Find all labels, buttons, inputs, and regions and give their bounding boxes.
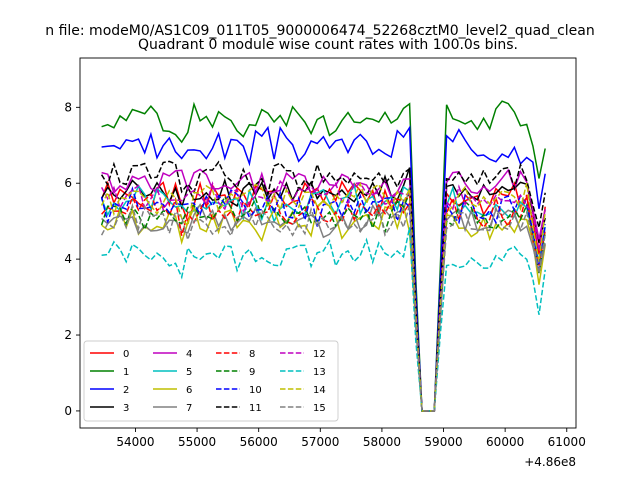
series-line-6	[101, 199, 546, 412]
series-layer	[100, 100, 546, 412]
legend-label-12: 12	[313, 349, 326, 360]
legend-label-3: 3	[123, 403, 129, 414]
legend-label-7: 7	[186, 403, 192, 414]
figure-suptitle: n file: modeM0/AS1C09_011T05_9000006474_…	[45, 23, 594, 39]
y-tick-label: 0	[64, 404, 72, 418]
x-tick-label: 61000	[548, 435, 586, 449]
legend-label-5: 5	[186, 367, 192, 378]
series-line-13	[101, 227, 546, 412]
legend-frame	[83, 340, 339, 422]
y-tick-label: 6	[64, 176, 72, 190]
series-line-4	[101, 168, 546, 412]
series-line-10	[100, 186, 546, 412]
x-tick-label: 59000	[424, 435, 462, 449]
legend-label-9: 9	[249, 367, 255, 378]
y-tick-label: 2	[64, 328, 72, 342]
series-line-11	[100, 160, 546, 412]
legend-label-14: 14	[313, 385, 326, 396]
series-line-5	[100, 182, 546, 412]
x-tick-label: 57000	[301, 435, 339, 449]
y-tick-label: 8	[64, 100, 72, 114]
legend-label-2: 2	[123, 385, 129, 396]
legend-label-10: 10	[249, 385, 262, 396]
legend-label-11: 11	[249, 403, 262, 414]
y-tick-label: 4	[64, 252, 72, 266]
y-axis: 0 2 4 6 8	[64, 100, 80, 418]
legend-label-6: 6	[186, 385, 192, 396]
plot-area-frame	[79, 57, 577, 429]
series-line-15	[100, 202, 546, 412]
legend-label-0: 0	[123, 349, 129, 360]
x-tick-label: 54000	[116, 435, 154, 449]
x-tick-label: 56000	[240, 435, 278, 449]
x-tick-label: 60000	[486, 435, 524, 449]
legend-label-1: 1	[123, 367, 129, 378]
legend-label-13: 13	[313, 367, 326, 378]
series-line-1	[101, 100, 546, 412]
series-line-2	[101, 125, 546, 412]
chart-title: Quadrant 0 module wise count rates with …	[138, 37, 518, 53]
x-offset-label: +4.86e8	[524, 455, 576, 469]
legend-label-15: 15	[313, 403, 326, 414]
x-tick-label: 55000	[178, 435, 216, 449]
legend-label-8: 8	[249, 349, 255, 360]
x-axis: 54000 55000 56000 57000 58000 59000 60000 61000	[116, 428, 586, 449]
x-tick-label: 58000	[363, 435, 401, 449]
legend-label-4: 4	[186, 349, 192, 360]
